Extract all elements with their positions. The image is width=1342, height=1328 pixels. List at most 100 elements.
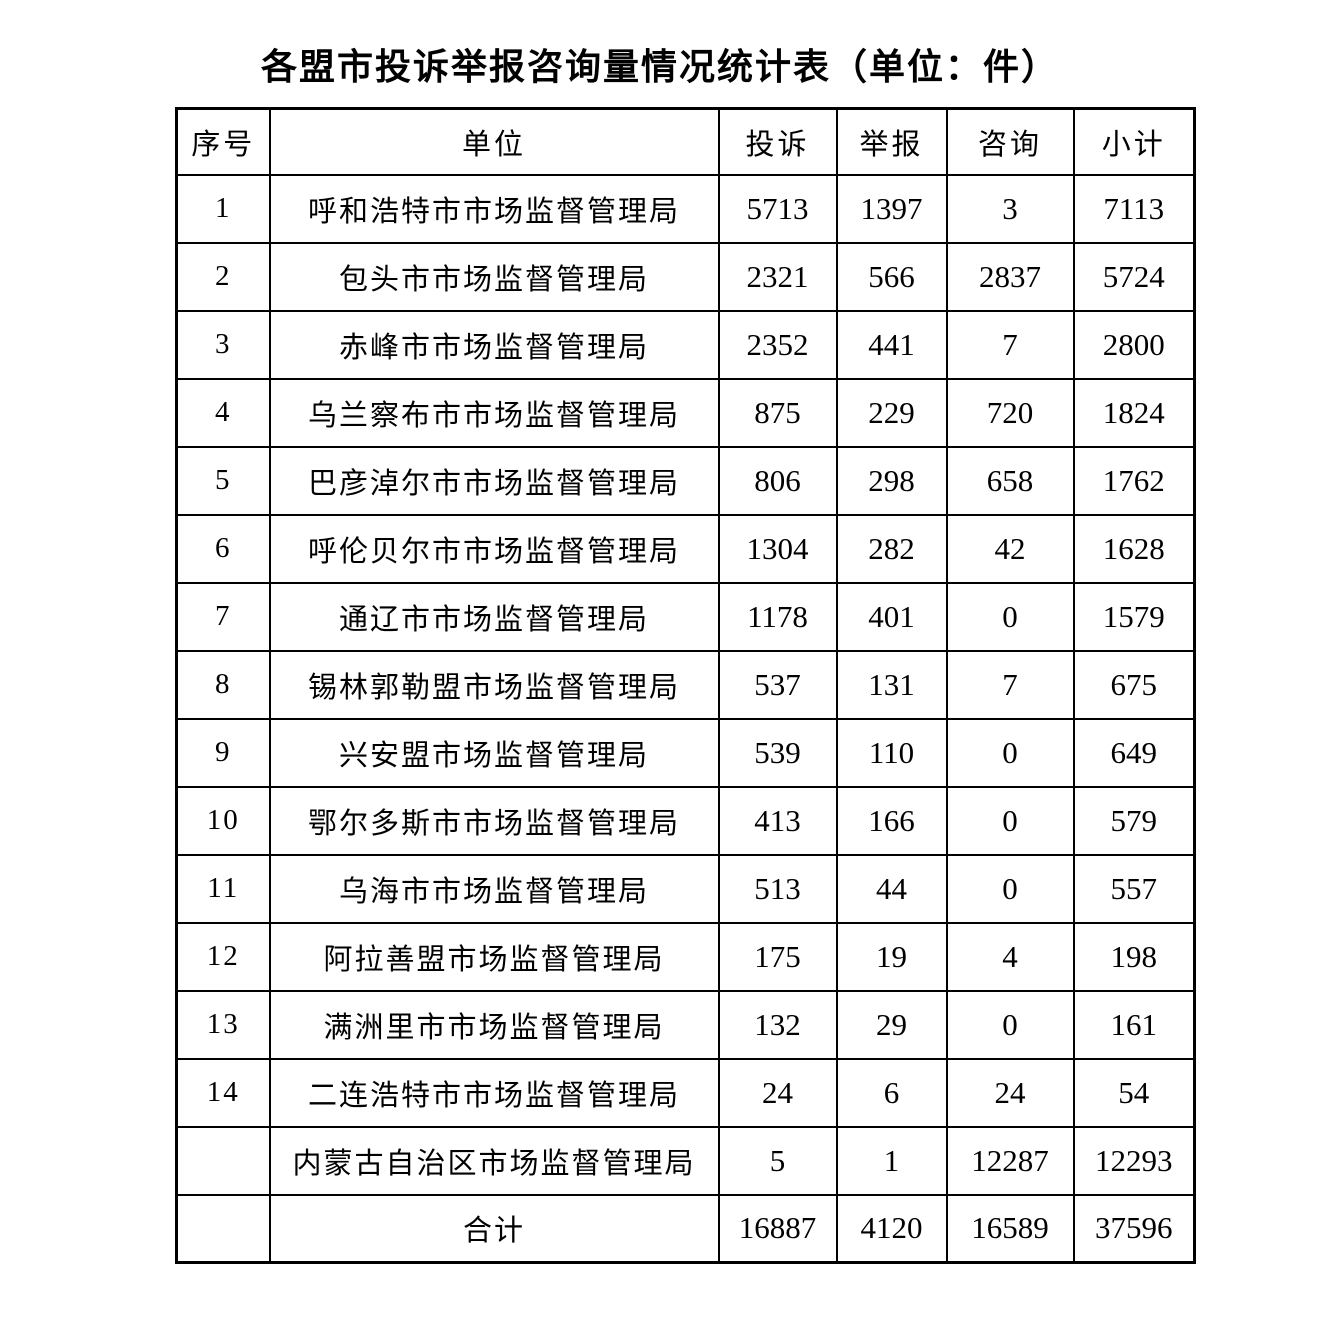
table-row: 5 巴彦淖尔市市场监督管理局 806 298 658 1762 [175,445,1196,516]
cell-complaints: 1178 [717,581,838,652]
cell-reports: 4120 [835,1193,948,1264]
cell-unit: 呼和浩特市市场监督管理局 [268,173,720,244]
cell-subtotal: 557 [1072,853,1196,924]
cell-complaints: 806 [717,445,838,516]
cell-serial: 2 [175,241,271,312]
header-complaints: 投诉 [717,107,838,176]
cell-subtotal: 37596 [1072,1193,1196,1264]
cell-unit: 阿拉善盟市场监督管理局 [268,921,720,992]
cell-consultations: 0 [945,717,1075,788]
table-row: 13 满洲里市市场监督管理局 132 29 0 161 [175,989,1196,1060]
cell-complaints: 513 [717,853,838,924]
cell-complaints: 1304 [717,513,838,584]
cell-consultations: 42 [945,513,1075,584]
cell-subtotal: 5724 [1072,241,1196,312]
cell-consultations: 7 [945,649,1075,720]
cell-complaints: 16887 [717,1193,838,1264]
cell-reports: 298 [835,445,948,516]
cell-reports: 131 [835,649,948,720]
table-row: 4 乌兰察布市市场监督管理局 875 229 720 1824 [175,377,1196,448]
cell-reports: 1 [835,1125,948,1196]
cell-consultations: 3 [945,173,1075,244]
cell-serial: 6 [175,513,271,584]
cell-consultations: 0 [945,989,1075,1060]
cell-serial: 13 [175,989,271,1060]
table-row: 3 赤峰市市场监督管理局 2352 441 7 2800 [175,309,1196,380]
cell-serial: 7 [175,581,271,652]
cell-unit: 巴彦淖尔市市场监督管理局 [268,445,720,516]
cell-reports: 229 [835,377,948,448]
cell-serial [175,1193,271,1264]
cell-serial [175,1125,271,1196]
cell-consultations: 0 [945,785,1075,856]
cell-subtotal: 1762 [1072,445,1196,516]
cell-serial: 11 [175,853,271,924]
cell-consultations: 720 [945,377,1075,448]
table-row: 内蒙古自治区市场监督管理局 5 1 12287 12293 [175,1125,1196,1196]
cell-unit: 二连浩特市市场监督管理局 [268,1057,720,1128]
cell-unit: 赤峰市市场监督管理局 [268,309,720,380]
cell-reports: 166 [835,785,948,856]
header-serial: 序号 [175,107,271,176]
cell-reports: 1397 [835,173,948,244]
cell-consultations: 7 [945,309,1075,380]
cell-serial: 4 [175,377,271,448]
cell-subtotal: 2800 [1072,309,1196,380]
cell-subtotal: 12293 [1072,1125,1196,1196]
cell-reports: 110 [835,717,948,788]
cell-consultations: 4 [945,921,1075,992]
cell-consultations: 0 [945,853,1075,924]
table-row: 1 呼和浩特市市场监督管理局 5713 1397 3 7113 [175,173,1196,244]
cell-unit: 呼伦贝尔市市场监督管理局 [268,513,720,584]
cell-serial: 8 [175,649,271,720]
table-row: 11 乌海市市场监督管理局 513 44 0 557 [175,853,1196,924]
header-unit: 单位 [268,107,720,176]
cell-serial: 12 [175,921,271,992]
cell-unit: 通辽市市场监督管理局 [268,581,720,652]
cell-consultations: 12287 [945,1125,1075,1196]
cell-complaints: 2352 [717,309,838,380]
cell-consultations: 0 [945,581,1075,652]
table-row: 7 通辽市市场监督管理局 1178 401 0 1579 [175,581,1196,652]
cell-reports: 6 [835,1057,948,1128]
cell-complaints: 5713 [717,173,838,244]
cell-unit: 锡林郭勒盟市场监督管理局 [268,649,720,720]
cell-complaints: 132 [717,989,838,1060]
table-row: 6 呼伦贝尔市市场监督管理局 1304 282 42 1628 [175,513,1196,584]
cell-serial: 14 [175,1057,271,1128]
cell-reports: 566 [835,241,948,312]
cell-unit: 兴安盟市场监督管理局 [268,717,720,788]
cell-reports: 19 [835,921,948,992]
cell-unit: 乌兰察布市市场监督管理局 [268,377,720,448]
cell-reports: 441 [835,309,948,380]
header-subtotal: 小计 [1072,107,1196,176]
cell-serial: 1 [175,173,271,244]
cell-subtotal: 7113 [1072,173,1196,244]
cell-subtotal: 1579 [1072,581,1196,652]
statistics-table: 序号 单位 投诉 举报 咨询 小计 1 呼和浩特市市场监督管理局 5713 1397 3… [175,107,1196,1264]
cell-serial: 9 [175,717,271,788]
header-reports: 举报 [835,107,948,176]
cell-unit: 满洲里市市场监督管理局 [268,989,720,1060]
table-row: 10 鄂尔多斯市市场监督管理局 413 166 0 579 [175,785,1196,856]
cell-subtotal: 1628 [1072,513,1196,584]
cell-serial: 10 [175,785,271,856]
table-row: 14 二连浩特市市场监督管理局 24 6 24 54 [175,1057,1196,1128]
table-body: 1 呼和浩特市市场监督管理局 5713 1397 3 7113 2 包头市市场监督管理局 232… [175,173,1196,1264]
cell-complaints: 2321 [717,241,838,312]
header-row: 序号 单位 投诉 举报 咨询 小计 [175,107,1196,176]
table-row: 9 兴安盟市场监督管理局 539 110 0 649 [175,717,1196,788]
cell-subtotal: 649 [1072,717,1196,788]
cell-unit: 内蒙古自治区市场监督管理局 [268,1125,720,1196]
cell-serial: 5 [175,445,271,516]
cell-subtotal: 198 [1072,921,1196,992]
table-row: 2 包头市市场监督管理局 2321 566 2837 5724 [175,241,1196,312]
cell-complaints: 413 [717,785,838,856]
page-title: 各盟市投诉举报咨询量情况统计表（单位：件） [260,47,1059,87]
cell-unit: 乌海市市场监督管理局 [268,853,720,924]
cell-reports: 44 [835,853,948,924]
cell-unit: 包头市市场监督管理局 [268,241,720,312]
cell-consultations: 24 [945,1057,1075,1128]
cell-reports: 29 [835,989,948,1060]
